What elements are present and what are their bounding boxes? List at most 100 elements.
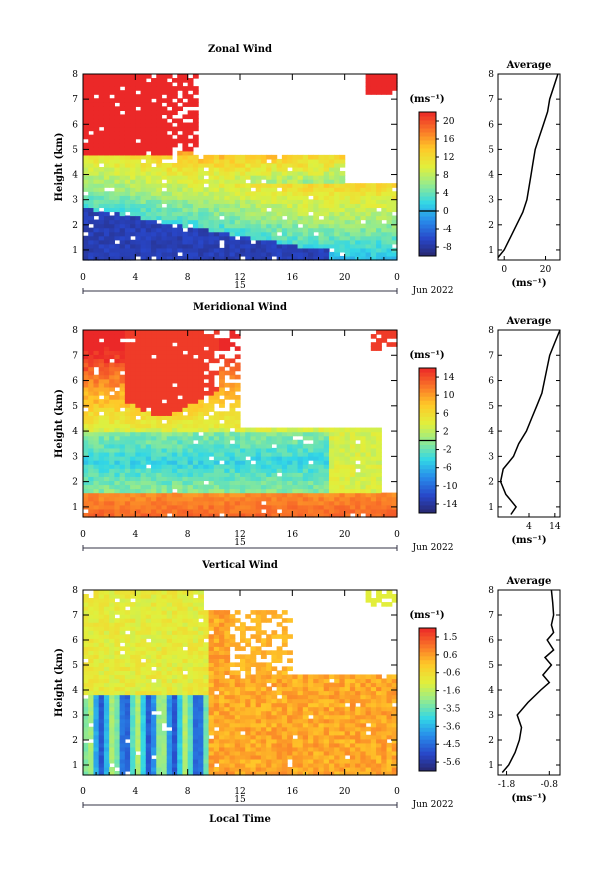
- y-tick-label: 7: [72, 351, 78, 361]
- heatmap-cell: [171, 171, 178, 176]
- heatmap-cell: [328, 468, 335, 473]
- heatmap-cell: [103, 742, 110, 748]
- heatmap-cell: [339, 239, 346, 245]
- heatmap-cell: [192, 447, 199, 453]
- heatmap-cell: [93, 150, 100, 156]
- heatmap-cell: [229, 215, 236, 221]
- heatmap-cell: [213, 231, 220, 237]
- heatmap-cell: [229, 235, 236, 241]
- heatmap-cell: [109, 183, 115, 188]
- heatmap-cell: [219, 219, 225, 225]
- heatmap-cell: [281, 235, 288, 241]
- heatmap-cell: [109, 171, 115, 176]
- heatmap-cell: [177, 82, 184, 87]
- heatmap-cell: [135, 423, 142, 429]
- heatmap-cell: [124, 730, 131, 736]
- heatmap-cell: [135, 476, 142, 482]
- heatmap-cell: [83, 114, 89, 120]
- heatmap-cell: [187, 447, 194, 453]
- heatmap-cell: [360, 484, 367, 490]
- heatmap-cell: [145, 694, 152, 700]
- heatmap-cell: [83, 215, 89, 221]
- heatmap-cell: [98, 403, 105, 408]
- heatmap-cell: [318, 508, 325, 514]
- heatmap-cell: [344, 187, 351, 192]
- heatmap-cell: [161, 686, 168, 692]
- heatmap-cell: [349, 235, 356, 241]
- heatmap-cell: [145, 435, 152, 441]
- heatmap-cell: [271, 468, 278, 473]
- heatmap-cell: [135, 211, 142, 217]
- heatmap-field: [83, 590, 398, 776]
- heatmap-cell: [171, 350, 178, 355]
- heatmap-cell: [156, 215, 163, 221]
- date-right-label: Jun 2022: [412, 543, 454, 553]
- heatmap-cell: [103, 370, 110, 376]
- heatmap-cell: [83, 758, 89, 764]
- heatmap-cell: [192, 374, 199, 380]
- heatmap-cell: [198, 346, 204, 351]
- heatmap-cell: [271, 195, 278, 200]
- heatmap-cell: [391, 86, 398, 91]
- heatmap-cell: [292, 171, 299, 176]
- heatmap-cell: [130, 183, 136, 188]
- heatmap-cell: [234, 195, 241, 200]
- heatmap-cell: [151, 702, 157, 708]
- heatmap-cell: [344, 480, 351, 486]
- heatmap-cell: [229, 219, 236, 225]
- heatmap-cell: [103, 154, 110, 160]
- heatmap-cell: [83, 183, 89, 188]
- heatmap-cell: [250, 183, 257, 188]
- heatmap-cell: [119, 362, 126, 368]
- heatmap-cell: [287, 203, 293, 209]
- heatmap-cell: [135, 191, 142, 196]
- heatmap-cell: [145, 239, 152, 245]
- heatmap-cell: [313, 215, 320, 221]
- heatmap-cell: [93, 354, 100, 360]
- heatmap-cell: [109, 223, 115, 229]
- heatmap-cell: [93, 407, 100, 412]
- heatmap-cell: [135, 219, 142, 225]
- heatmap-cell: [119, 346, 126, 351]
- heatmap-cell: [255, 219, 262, 225]
- heatmap-cell: [292, 203, 299, 209]
- heatmap-cell: [381, 203, 388, 209]
- heatmap-cell: [313, 167, 320, 172]
- heatmap-cell: [213, 158, 220, 164]
- heatmap-cell: [339, 492, 346, 498]
- heatmap-cell: [229, 451, 236, 457]
- heatmap-cell: [151, 682, 157, 688]
- heatmap-cell: [109, 403, 115, 408]
- heatmap-cell: [192, 90, 199, 95]
- heatmap-cell: [88, 626, 95, 631]
- heatmap-cell: [109, 411, 115, 416]
- heatmap-cell: [88, 362, 95, 368]
- heatmap-cell: [88, 334, 95, 339]
- date-label: 15: [234, 538, 246, 548]
- heatmap-cell: [302, 179, 309, 184]
- colorbar-band: [419, 156, 436, 161]
- heatmap-cell: [93, 358, 100, 364]
- heatmap-cell: [344, 251, 351, 257]
- heatmap-cell: [302, 480, 309, 486]
- heatmap-cell: [166, 758, 173, 764]
- heatmap-cell: [130, 618, 136, 623]
- heatmap-cell: [182, 447, 189, 453]
- heatmap-cell: [182, 443, 189, 449]
- heatmap-cell: [109, 500, 115, 506]
- heatmap-cell: [171, 451, 178, 457]
- heatmap-cell: [187, 179, 194, 184]
- heatmap-cell: [208, 171, 215, 176]
- heatmap-cell: [98, 758, 105, 764]
- heatmap-cell: [260, 427, 267, 433]
- heatmap-cell: [130, 606, 136, 611]
- heatmap-cell: [145, 670, 152, 676]
- heatmap-cell: [88, 602, 95, 607]
- heatmap-cell: [151, 484, 157, 490]
- heatmap-cell: [88, 74, 95, 79]
- heatmap-cell: [103, 662, 110, 668]
- heatmap-cell: [344, 484, 351, 490]
- heatmap-cell: [161, 762, 168, 768]
- heatmap-cell: [166, 722, 173, 728]
